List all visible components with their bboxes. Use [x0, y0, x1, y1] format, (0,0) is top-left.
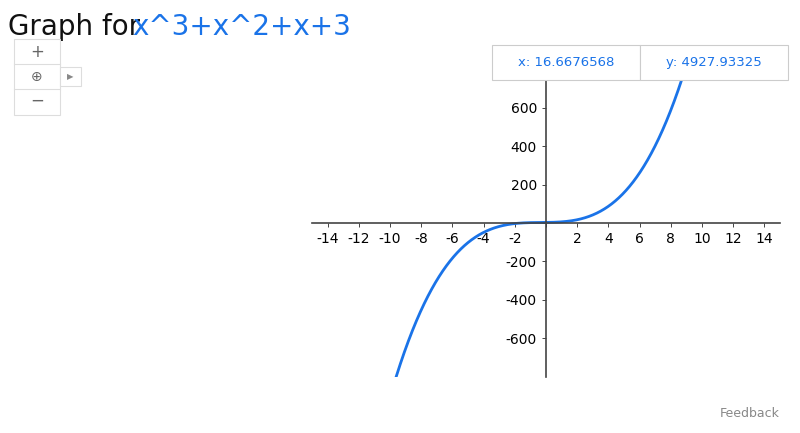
Text: x^3+x^2+x+3: x^3+x^2+x+3 — [132, 13, 351, 41]
Text: y: 4927.93325: y: 4927.93325 — [666, 56, 762, 69]
Text: ⊕: ⊕ — [31, 70, 42, 84]
Text: x: 16.6676568: x: 16.6676568 — [518, 56, 614, 69]
Text: ▶: ▶ — [67, 72, 74, 81]
Text: Feedback: Feedback — [720, 407, 780, 420]
Text: Graph for: Graph for — [8, 13, 149, 41]
Text: +: + — [30, 43, 44, 61]
Text: −: − — [30, 92, 44, 110]
